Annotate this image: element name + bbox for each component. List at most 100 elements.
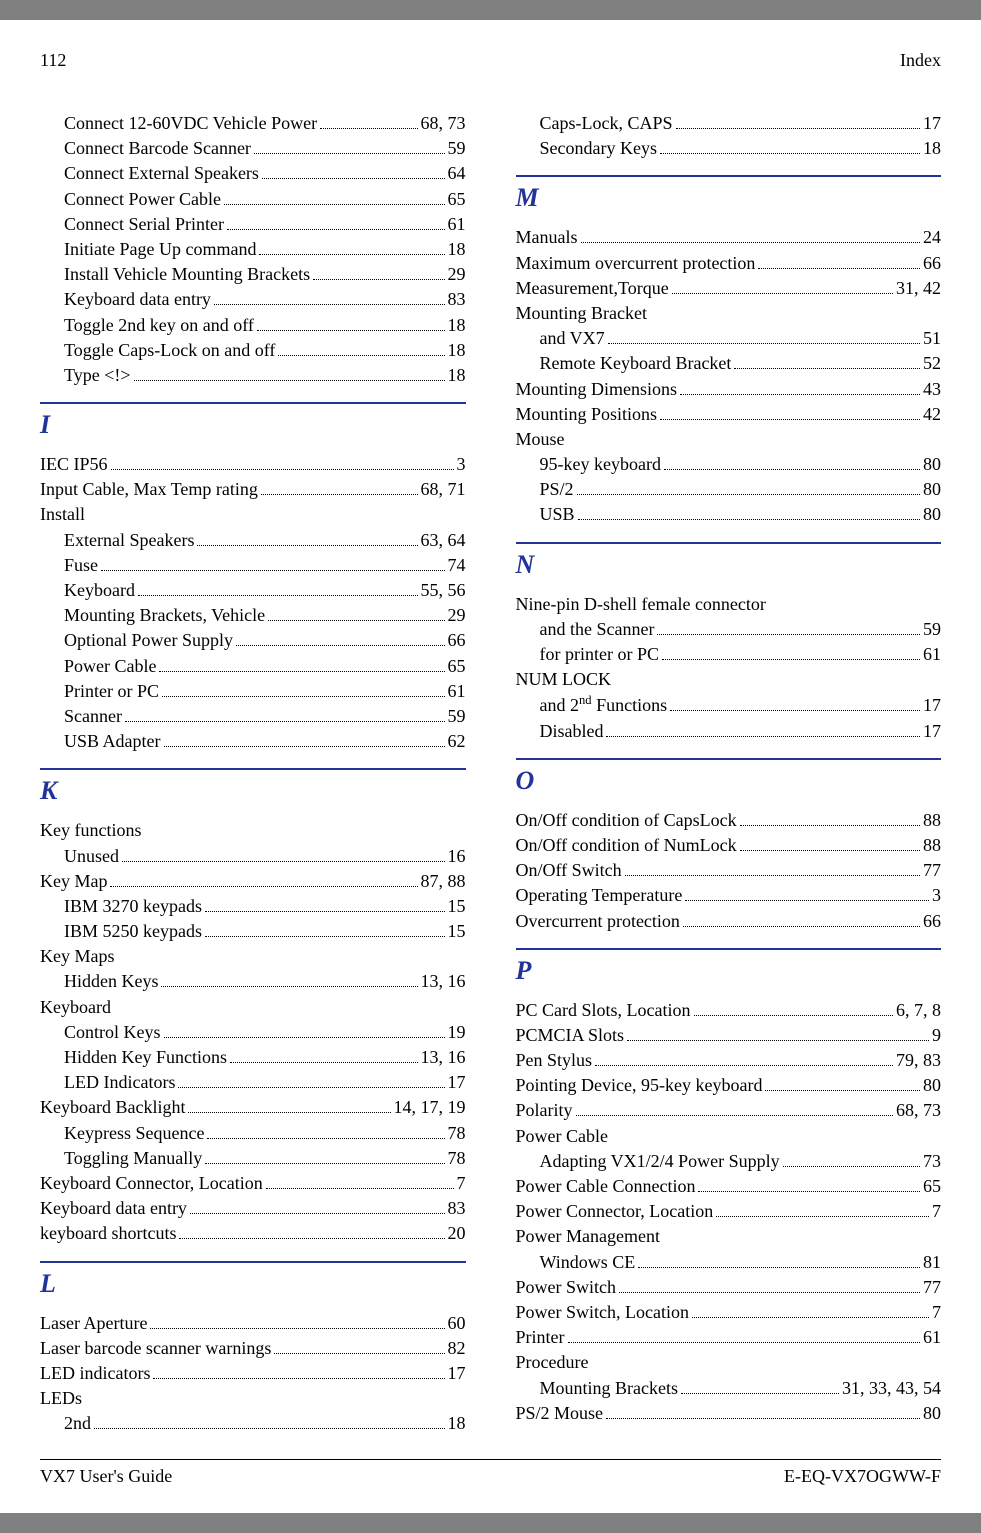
index-entry-label: Mounting Bracket [516,301,647,326]
index-entry-page: 31, 42 [896,276,941,301]
index-block-pre-m: Caps-Lock, CAPS17Secondary Keys18 [516,111,942,161]
index-entry-label: Pen Stylus [516,1048,593,1073]
index-entry-label: Laser Aperture [40,1311,147,1336]
index-entry: Power Switch77 [516,1275,942,1300]
index-entry-label: NUM LOCK [516,667,612,692]
index-entry-leader [150,1328,444,1329]
index-entry-page: 3 [457,452,466,477]
index-entry-page: 61 [448,212,466,237]
index-entry-label: Mounting Brackets, Vehicle [64,603,265,628]
left-column: Connect 12-60VDC Vehicle Power68, 73Conn… [40,111,466,1436]
index-entry-label: Scanner [64,704,122,729]
index-entry: Type <!>18 [40,363,466,388]
index-entry-label: Laser barcode scanner warnings [40,1336,271,1361]
index-entry-label: Caps-Lock, CAPS [540,111,673,136]
index-entry-leader [230,1062,418,1063]
index-entry-label: Windows CE [540,1250,636,1275]
index-entry: Connect External Speakers64 [40,161,466,186]
index-entry-leader [122,861,445,862]
index-entry: Manuals24 [516,225,942,250]
section-letter-m: M [516,183,942,213]
index-entry-label: Keyboard [40,995,111,1020]
index-entry-page: 14, 17, 19 [394,1095,466,1120]
index-entry-leader [765,1090,920,1091]
index-entry-label: Secondary Keys [540,136,657,161]
index-entry-label: PC Card Slots, Location [516,998,691,1023]
index-entry-page: 29 [448,603,466,628]
index-entry: Laser barcode scanner warnings82 [40,1336,466,1361]
index-entry-label: Hidden Key Functions [64,1045,227,1070]
index-entry-label: External Speakers [64,528,194,553]
index-entry: and VX751 [516,326,942,351]
index-entry-page: 24 [923,225,941,250]
index-entry-leader [138,595,418,596]
index-entry-page: 59 [923,617,941,642]
index-entry-page: 17 [923,111,941,136]
index-entry-label: Type <!> [64,363,131,388]
index-entry-label: Power Management [516,1224,660,1249]
index-entry: Unused16 [40,844,466,869]
index-entry: Key Map87, 88 [40,869,466,894]
index-entry-leader [164,1037,445,1038]
index-entry: Hidden Key Functions13, 16 [40,1045,466,1070]
page-title: Index [900,50,941,71]
index-entry-label: LEDs [40,1386,82,1411]
index-entry-page: 13, 16 [421,969,466,994]
index-entry-label: and 2nd Functions [540,692,668,718]
index-entry-leader [581,242,921,243]
index-entry-leader [111,469,454,470]
index-entry-leader [638,1267,920,1268]
index-entry-leader [694,1015,894,1016]
index-entry-label: Operating Temperature [516,883,683,908]
index-entry: Pointing Device, 95-key keyboard80 [516,1073,942,1098]
index-entry-leader [595,1065,893,1066]
index-entry-leader [161,986,417,987]
index-block-i: IEC IP563Input Cable, Max Temp rating68,… [40,452,466,754]
index-entry: Procedure [516,1350,942,1375]
section-letter-n: N [516,550,942,580]
index-entry-label: Printer or PC [64,679,159,704]
index-entry: Connect Serial Printer61 [40,212,466,237]
index-entry-label: Optional Power Supply [64,628,233,653]
index-entry-leader [660,419,920,420]
index-entry-label: Printer [516,1325,565,1350]
index-entry: Adapting VX1/2/4 Power Supply73 [516,1149,942,1174]
index-entry-leader [236,645,445,646]
page-footer: VX7 User's Guide E-EQ-VX7OGWW-F [40,1459,941,1487]
index-entry: Keyboard Backlight14, 17, 19 [40,1095,466,1120]
index-entry-leader [740,825,920,826]
index-entry: IBM 3270 keypads15 [40,894,466,919]
index-entry: IEC IP563 [40,452,466,477]
index-entry-leader [134,380,445,381]
index-entry-label: PCMCIA Slots [516,1023,625,1048]
index-entry-page: 7 [457,1171,466,1196]
index-entry-label: 2nd [64,1411,91,1436]
index-entry-leader [783,1166,920,1167]
index-entry-label: Keyboard [64,578,135,603]
index-entry-leader [660,153,920,154]
index-entry-label: Keyboard Connector, Location [40,1171,263,1196]
index-entry-label: Overcurrent protection [516,909,680,934]
index-entry: Key functions [40,818,466,843]
index-entry: Windows CE81 [516,1250,942,1275]
index-entry-leader [205,936,445,937]
index-entry: Toggling Manually78 [40,1146,466,1171]
index-entry-label: IBM 3270 keypads [64,894,202,919]
index-entry: 95-key keyboard80 [516,452,942,477]
index-entry: keyboard shortcuts20 [40,1221,466,1246]
index-entry: 2nd18 [40,1411,466,1436]
index-entry: NUM LOCK [516,667,942,692]
index-entry-label: Keyboard data entry [64,287,211,312]
index-entry-leader [681,1393,839,1394]
index-entry-label: Keypress Sequence [64,1121,204,1146]
index-entry-page: 77 [923,1275,941,1300]
index-entry: Maximum overcurrent protection66 [516,251,942,276]
index-entry-page: 66 [923,251,941,276]
index-entry-leader [259,254,444,255]
index-entry: Polarity68, 73 [516,1098,942,1123]
index-entry-page: 3 [932,883,941,908]
index-entry-leader [162,696,444,697]
index-entry-page: 18 [448,338,466,363]
index-entry-label: USB [540,502,575,527]
index-entry-leader [197,545,417,546]
